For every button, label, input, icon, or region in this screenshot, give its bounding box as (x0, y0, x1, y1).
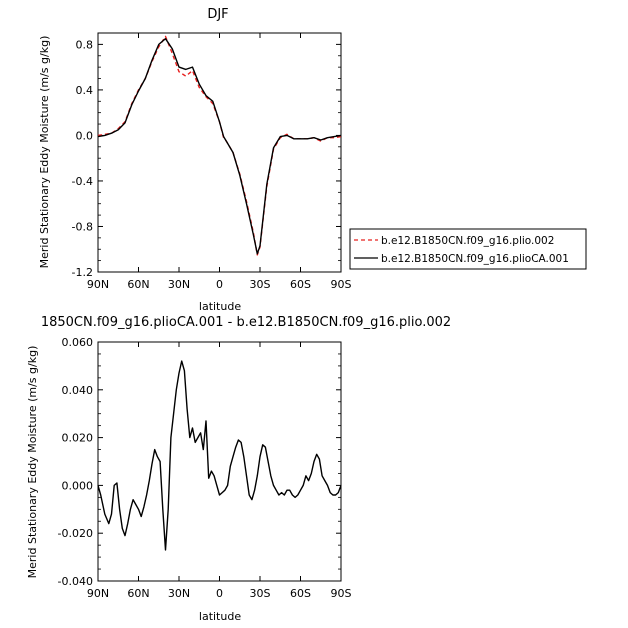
top-series-group (98, 36, 341, 255)
top-y-tick-label: -0.8 (72, 220, 93, 233)
bottom-panel: 1850CN.f09_g16.plioCA.001 - b.e12.B1850C… (26, 315, 451, 623)
top-y-tick-label: 0.4 (76, 84, 94, 97)
bottom-x-tick-label: 30N (168, 587, 190, 600)
bottom-y-tick-label: 0.060 (62, 336, 94, 349)
bottom-plot-frame (98, 342, 341, 581)
bottom-series-group (98, 361, 341, 550)
bottom-x-tick-label: 60S (290, 587, 311, 600)
bottom-y-axis-label: Merid Stationary Eddy Moisture (m/s g/kg… (26, 346, 39, 579)
bottom-y-tick-label: 0.000 (62, 479, 94, 492)
top-x-tick-label: 30S (250, 278, 271, 291)
top-series-line-0 (98, 36, 341, 255)
top-x-tick-label: 30N (168, 278, 190, 291)
top-x-ticks: 90N 60N 30N 0 30S 60S 90S (87, 33, 352, 291)
top-panel: DJF -1.2-0.8-0.40.00.40.8 90N 60N 30N 0 30S 6… (38, 7, 352, 313)
top-y-axis-label: Merid Stationary Eddy Moisture (m/s g/kg… (38, 36, 51, 269)
top-y-tick-label: -0.4 (72, 175, 93, 188)
legend-label-pliocA: b.e12.B1850CN.f09_g16.plioCA.001 (381, 253, 569, 265)
top-plot-frame (98, 33, 341, 272)
bottom-y-tick-label: 0.020 (62, 432, 94, 445)
bottom-y-tick-label: 0.040 (62, 384, 94, 397)
bottom-x-tick-label: 30S (250, 587, 271, 600)
top-x-axis-label: latitude (199, 300, 241, 313)
top-y-ticks: -1.2-0.8-0.40.00.40.8 (72, 38, 341, 279)
bottom-x-tick-label: 90N (87, 587, 109, 600)
bottom-x-tick-label: 60N (127, 587, 149, 600)
top-x-tick-label: 90N (87, 278, 109, 291)
bottom-series-line-0 (98, 361, 341, 550)
legend: b.e12.B1850CN.f09_g16.plio.002 b.e12.B18… (350, 229, 586, 269)
top-y-tick-label: 0.8 (76, 38, 94, 51)
bottom-x-tick-label: 90S (331, 587, 352, 600)
bottom-x-axis-label: latitude (199, 610, 241, 623)
top-y-tick-label: 0.0 (76, 129, 94, 142)
top-chart-title: DJF (207, 7, 228, 22)
bottom-chart-title: 1850CN.f09_g16.plioCA.001 - b.e12.B1850C… (41, 315, 451, 330)
top-x-tick-label: 90S (331, 278, 352, 291)
legend-label-plio: b.e12.B1850CN.f09_g16.plio.002 (381, 235, 554, 247)
top-x-tick-label: 60S (290, 278, 311, 291)
top-x-tick-label: 0 (216, 278, 223, 291)
top-x-tick-label: 60N (127, 278, 149, 291)
bottom-y-tick-label: -0.020 (58, 527, 93, 540)
bottom-x-tick-label: 0 (216, 587, 223, 600)
top-series-line-1 (98, 39, 341, 254)
